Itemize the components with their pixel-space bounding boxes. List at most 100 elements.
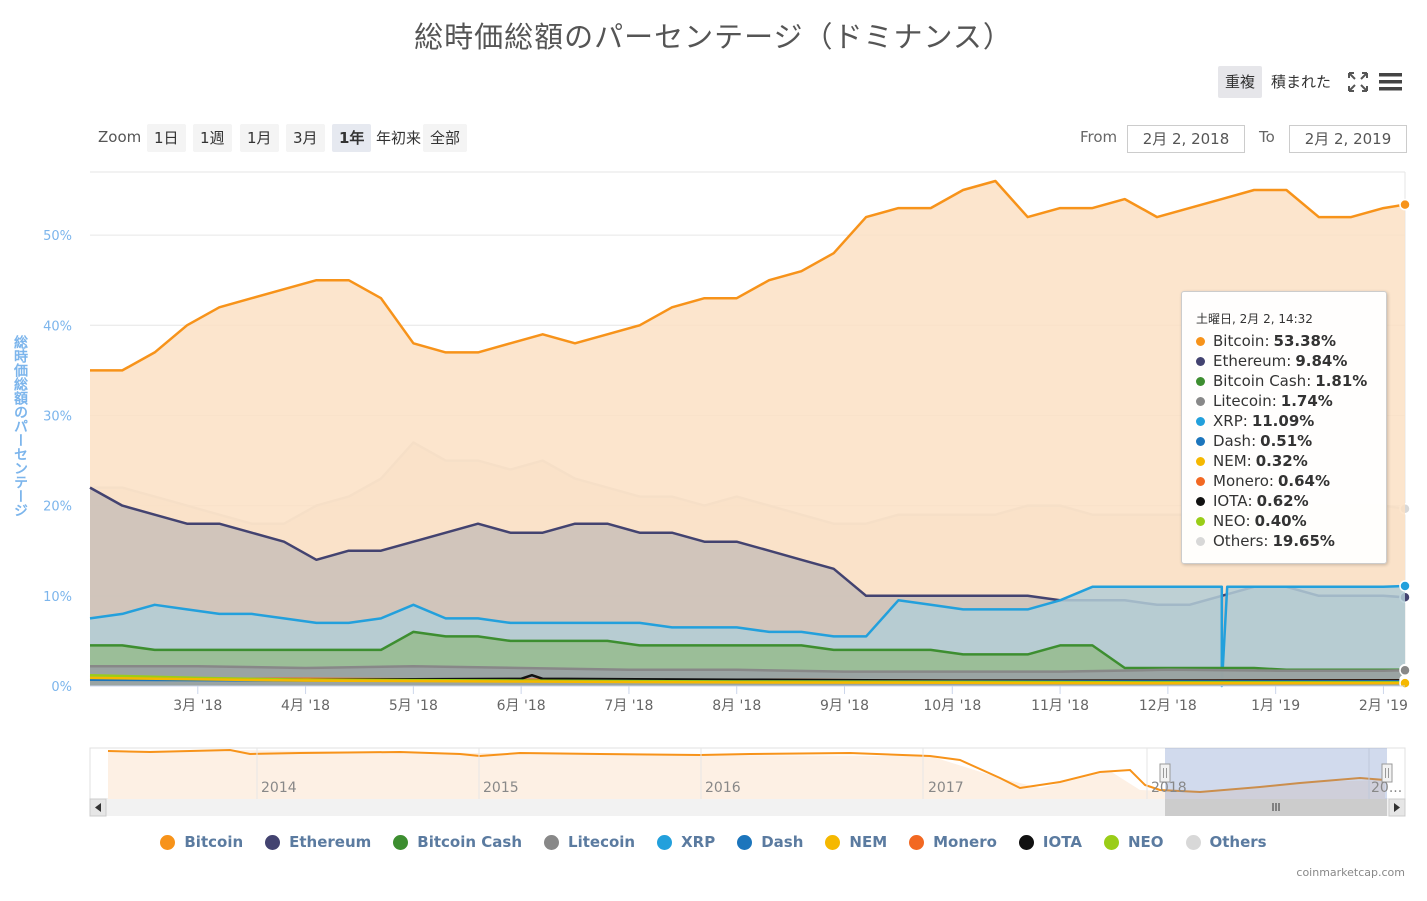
tooltip-series-value: 1.81% xyxy=(1315,372,1368,390)
legend-label: Dash xyxy=(761,833,804,851)
legend-dot xyxy=(657,834,673,850)
tooltip-colon: : xyxy=(1246,452,1252,470)
legend-item[interactable]: Ethereum xyxy=(265,833,371,851)
legend-item[interactable]: Others xyxy=(1185,833,1267,851)
tooltip-colon: : xyxy=(1242,412,1248,430)
legend-item[interactable]: IOTA xyxy=(1018,833,1082,851)
tooltip-series-value: 0.51% xyxy=(1260,432,1313,450)
tooltip-series-name: XRP xyxy=(1213,412,1243,430)
tooltip-row: Bitcoin:53.38% xyxy=(1196,331,1386,351)
tooltip-row: Ethereum:9.84% xyxy=(1196,351,1386,371)
legend-item[interactable]: Litecoin xyxy=(544,833,635,851)
series-endpoint-litecoin xyxy=(1399,664,1411,677)
tooltip-series-dot xyxy=(1196,456,1205,466)
legend-label: XRP xyxy=(681,833,716,851)
y-axis-title: 総時価総額のパーセンテージ xyxy=(12,335,28,517)
x-tick-label: 6月 '18 xyxy=(497,698,546,714)
stacked-mode-button[interactable]: 積まれた xyxy=(1271,73,1332,91)
x-tick-label: 3月 '18 xyxy=(173,698,222,714)
tooltip-series-value: 0.62% xyxy=(1256,492,1309,510)
zoom-button-3[interactable]: 3月 xyxy=(286,124,325,152)
navigator[interactable]: 2014 2015 2016 2017 2018 20... xyxy=(0,740,1427,820)
zoom-button-2[interactable]: 1月 xyxy=(240,124,279,152)
x-tick-label: 11月 '18 xyxy=(1031,698,1089,714)
x-tick-label: 8月 '18 xyxy=(712,698,761,714)
legend-item[interactable]: Bitcoin Cash xyxy=(393,833,522,851)
navigator-handle-left[interactable] xyxy=(1159,763,1171,783)
legend-label: Ethereum xyxy=(289,833,372,851)
credit-link[interactable]: coinmarketcap.com xyxy=(1296,866,1405,879)
series-endpoint-nem xyxy=(1399,677,1411,689)
legend-label: NEM xyxy=(849,833,888,851)
navigator-year-label: 2017 xyxy=(928,780,964,796)
zoom-button-1[interactable]: 1週 xyxy=(193,124,232,152)
navigator-handle-right[interactable] xyxy=(1381,763,1393,783)
tooltip-series-name: Monero xyxy=(1213,472,1269,490)
legend-item[interactable]: NEM xyxy=(825,833,887,851)
legend-item[interactable]: Monero xyxy=(909,833,997,851)
navigator-year-label: 2018 xyxy=(1151,780,1187,796)
zoom-button-6[interactable]: 全部 xyxy=(423,124,468,152)
series-endpoint-xrp xyxy=(1399,580,1411,592)
tooltip-colon: : xyxy=(1247,492,1253,510)
legend-dot xyxy=(825,834,841,850)
legend-dot xyxy=(1018,834,1034,850)
navigator-year-label: 20... xyxy=(1371,780,1402,796)
tooltip-colon: : xyxy=(1251,432,1257,450)
tooltip-header: 土曜日, 2月 2, 14:32 xyxy=(1196,312,1313,326)
y-tick-label: 30% xyxy=(43,409,72,424)
series-line-bitcoin-cash xyxy=(90,630,1406,672)
scrollbar-track xyxy=(90,799,1405,816)
zoom-button-0[interactable]: 1日 xyxy=(147,124,186,152)
from-label: From xyxy=(1080,128,1118,146)
fullscreen-icon[interactable] xyxy=(1344,68,1372,96)
tooltip-colon: : xyxy=(1306,372,1312,390)
legend-item[interactable]: NEO xyxy=(1103,833,1164,851)
tooltip-colon: : xyxy=(1263,532,1269,550)
to-date-input[interactable]: 2月 2, 2019 xyxy=(1289,125,1407,153)
tooltip-series-dot xyxy=(1196,336,1205,346)
navigator-line xyxy=(107,748,1386,794)
tooltip-series-dot xyxy=(1196,476,1205,486)
y-tick-label: 40% xyxy=(43,319,72,334)
navigator-year-label: 2014 xyxy=(261,780,297,796)
legend-label: Others xyxy=(1209,833,1267,851)
tooltip-series-name: IOTA xyxy=(1213,492,1248,510)
tooltip-series-dot xyxy=(1196,376,1205,386)
menu-icon[interactable] xyxy=(1377,68,1405,96)
tooltip-series-name: Ethereum xyxy=(1213,352,1287,370)
tooltip-row: Monero:0.64% xyxy=(1196,471,1386,491)
legend-dot xyxy=(1185,834,1201,850)
tooltip-series-name: Bitcoin xyxy=(1213,332,1265,350)
legend-item[interactable]: XRP xyxy=(657,833,715,851)
zoom-button-4[interactable]: 1年 xyxy=(332,124,372,152)
tooltip: 土曜日, 2月 2, 14:32 Bitcoin:53.38% Ethereum:… xyxy=(1181,291,1387,564)
legend-label: Bitcoin Cash xyxy=(417,833,523,851)
x-tick-label: 12月 '18 xyxy=(1139,698,1197,714)
x-tick-label: 2月 '19 xyxy=(1359,698,1408,714)
tooltip-series-name: Litecoin xyxy=(1213,392,1272,410)
tooltip-series-value: 19.65% xyxy=(1272,532,1335,550)
x-tick-label: 1月 '19 xyxy=(1251,698,1300,714)
legend-dot xyxy=(737,834,753,850)
x-tick-label: 9月 '18 xyxy=(820,698,869,714)
legend-label: Monero xyxy=(933,833,997,851)
legend-dot xyxy=(393,834,409,850)
tooltip-row: NEM:0.32% xyxy=(1196,451,1386,471)
zoom-button-5[interactable]: 年初来 xyxy=(376,129,422,147)
legend-item[interactable]: Bitcoin xyxy=(160,833,243,851)
tooltip-colon: : xyxy=(1264,332,1270,350)
tooltip-row: Others:19.65% xyxy=(1196,531,1386,551)
from-date-input[interactable]: 2月 2, 2018 xyxy=(1127,125,1245,153)
legend-dot xyxy=(265,834,281,850)
tooltip-row: Litecoin:1.74% xyxy=(1196,391,1386,411)
x-tick-label: 4月 '18 xyxy=(281,698,330,714)
legend-label: Litecoin xyxy=(568,833,636,851)
legend-item[interactable]: Dash xyxy=(737,833,803,851)
dominance-chart[interactable]: 0% 10% 20% 30% 40% 50% 3月 '18 4月 '18 5月 '18 6月 '1… xyxy=(0,0,1427,720)
tooltip-row: XRP:11.09% xyxy=(1196,411,1386,431)
y-tick-label: 20% xyxy=(43,500,72,515)
legend-dot xyxy=(1103,834,1119,850)
tooltip-row: IOTA:0.62% xyxy=(1196,491,1386,511)
overlap-mode-button[interactable]: 重複 xyxy=(1218,66,1263,98)
